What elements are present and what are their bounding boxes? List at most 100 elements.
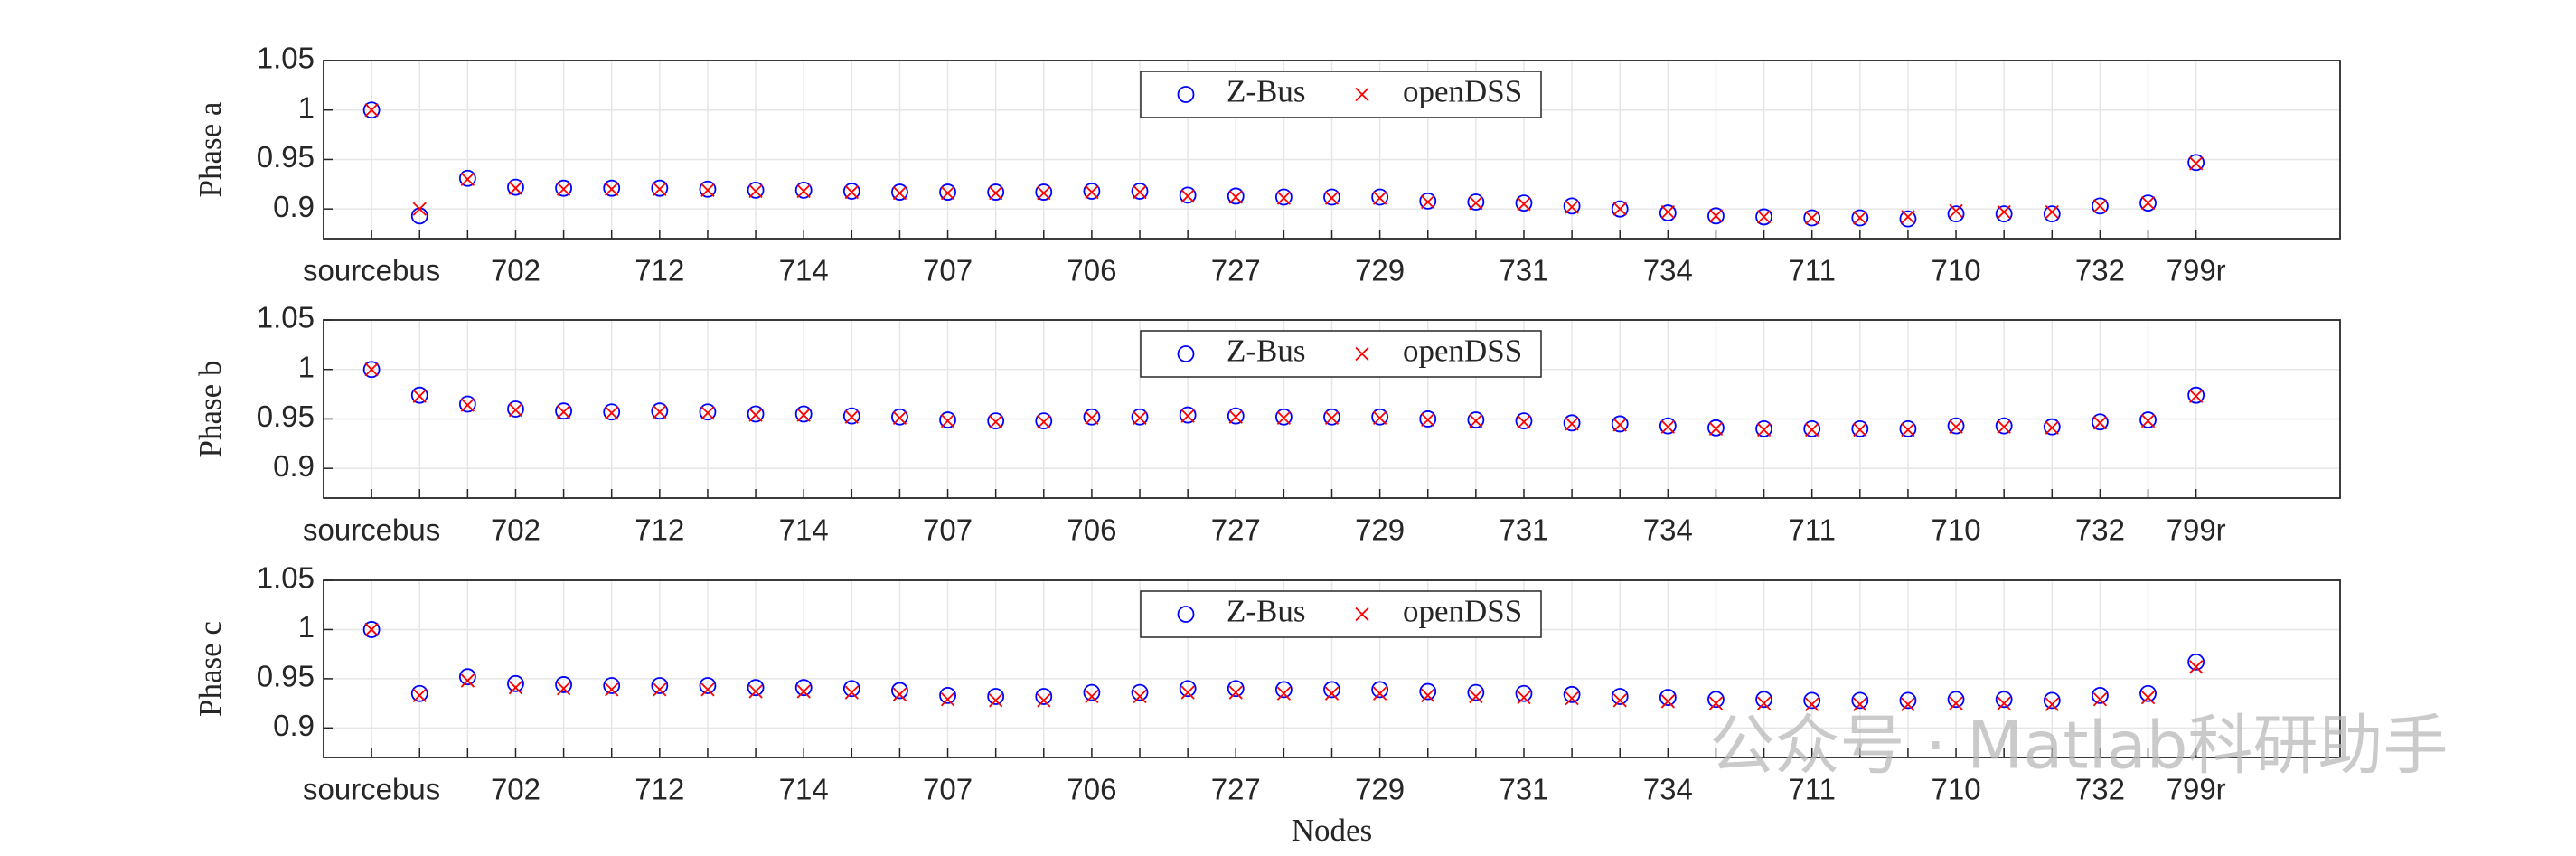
- marker-x: [1228, 409, 1243, 424]
- marker-x: [1708, 421, 1724, 437]
- marker-circle: [1371, 188, 1389, 206]
- marker-x: [1997, 419, 2011, 434]
- y-tick-label: 0.9: [273, 449, 315, 483]
- marker-circle: [458, 395, 476, 413]
- x-tick-label: 734: [1643, 254, 1693, 287]
- marker-circle: [1274, 408, 1293, 426]
- axes-box: [323, 319, 2341, 499]
- marker-x: [1180, 189, 1195, 203]
- marker-x: [2189, 156, 2204, 171]
- marker-circle: [1611, 688, 1629, 705]
- marker-x: [796, 684, 811, 699]
- marker-x: [1805, 697, 1819, 711]
- marker-circle: [1227, 187, 1245, 205]
- x-tick-label: 727: [1211, 254, 1261, 287]
- marker-x: [556, 682, 571, 696]
- y-tick-label: 1: [298, 90, 315, 124]
- marker-x: [1517, 690, 1531, 705]
- x-tick-label: 712: [635, 513, 684, 547]
- y-axis-label: Phase c: [193, 621, 228, 717]
- marker-x: [1037, 693, 1051, 708]
- marker-circle: [1515, 412, 1533, 430]
- marker-circle: [555, 179, 572, 197]
- marker-x: [412, 389, 427, 403]
- marker-circle: [1995, 417, 2013, 435]
- marker-circle: [1179, 406, 1197, 424]
- marker-x: [2092, 416, 2108, 430]
- marker-x: [1756, 422, 1772, 437]
- marker-circle: [1419, 410, 1437, 428]
- marker-x: [700, 406, 715, 420]
- marker-circle: [1371, 681, 1389, 699]
- marker-x: [605, 182, 619, 196]
- legend-box: [1140, 330, 1542, 378]
- x-tick-label: 731: [1499, 254, 1548, 287]
- marker-circle: [1563, 414, 1581, 432]
- marker-x: [2189, 389, 2204, 403]
- legend-label: Z-Bus: [1227, 594, 1306, 629]
- x-tick-label: 706: [1067, 773, 1116, 806]
- marker-circle: [794, 405, 813, 423]
- x-tick-label: 729: [1355, 513, 1405, 547]
- x-tick-label: 702: [491, 773, 541, 806]
- marker-circle: [1659, 204, 1677, 221]
- marker-x: [653, 682, 667, 697]
- x-tick-label: 732: [2075, 513, 2125, 547]
- marker-circle: [1083, 408, 1101, 426]
- marker-circle: [1899, 691, 1917, 710]
- marker-circle: [1274, 681, 1293, 699]
- marker-circle: [1851, 209, 1869, 227]
- x-tick-label: 727: [1211, 773, 1261, 806]
- marker-circle: [987, 688, 1005, 705]
- marker-circle: [1803, 691, 1821, 710]
- marker-x: [1085, 410, 1099, 425]
- x-tick-label: 707: [923, 773, 973, 806]
- marker-x: [1276, 191, 1292, 205]
- y-axis-label: Phase b: [193, 361, 228, 458]
- marker-x: [605, 406, 619, 420]
- marker-x: [460, 172, 475, 186]
- marker-circle: [699, 677, 717, 694]
- marker-circle: [1467, 683, 1485, 701]
- marker-circle: [410, 684, 428, 702]
- legend-marker: [1177, 86, 1195, 103]
- marker-circle: [1515, 194, 1533, 212]
- marker-circle: [1611, 200, 1629, 218]
- marker-x: [1037, 186, 1051, 201]
- x-tick-label: 702: [491, 513, 541, 547]
- marker-x: [1372, 191, 1387, 205]
- marker-x: [1901, 210, 1915, 224]
- y-tick-label: 1: [298, 350, 315, 383]
- marker-x: [412, 202, 427, 216]
- marker-circle: [2139, 194, 2157, 212]
- marker-x: [1469, 413, 1483, 428]
- marker-x: [556, 405, 571, 419]
- marker-x: [2092, 692, 2108, 707]
- marker-x: [1421, 194, 1435, 210]
- marker-x: [1660, 419, 1675, 434]
- marker-circle: [747, 679, 765, 697]
- marker-x: [1228, 190, 1243, 204]
- marker-circle: [1083, 183, 1101, 200]
- marker-x: [508, 681, 523, 695]
- marker-x: [653, 405, 667, 419]
- marker-circle: [2092, 687, 2109, 704]
- marker-x: [989, 415, 1003, 429]
- marker-circle: [2187, 653, 2205, 671]
- marker-circle: [987, 183, 1005, 201]
- marker-circle: [1659, 417, 1677, 435]
- marker-circle: [891, 682, 908, 700]
- marker-x: [844, 184, 859, 200]
- marker-circle: [842, 680, 860, 698]
- marker-circle: [1659, 689, 1677, 706]
- marker-x: [1276, 410, 1292, 425]
- marker-x: [940, 692, 955, 707]
- marker-x: [1565, 691, 1579, 706]
- marker-x: [1133, 689, 1147, 704]
- marker-circle: [2187, 386, 2205, 404]
- legend-label: openDSS: [1403, 74, 1522, 109]
- x-tick-label: 734: [1643, 773, 1693, 806]
- marker-x: [460, 673, 475, 688]
- marker-circle: [1371, 408, 1389, 426]
- y-tick-label: 0.9: [273, 190, 315, 223]
